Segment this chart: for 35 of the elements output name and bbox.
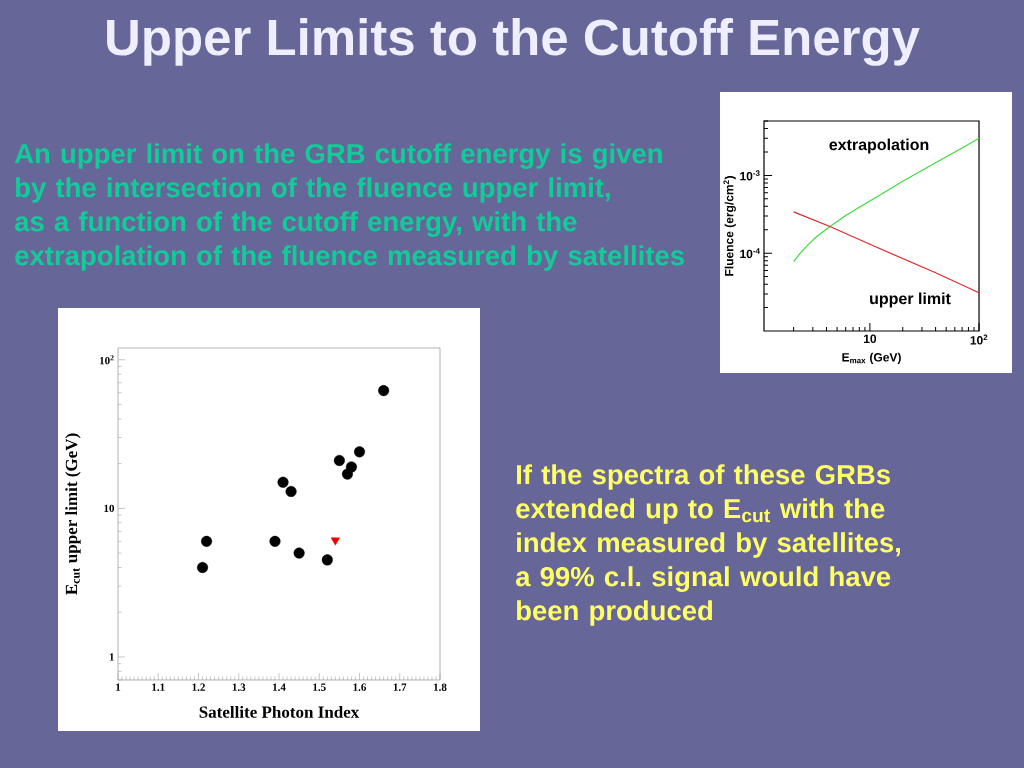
x-tick-label: 1.3 — [232, 683, 246, 691]
x-tick-label: 1.2 — [192, 683, 205, 691]
x-tick-label: 1.7 — [393, 683, 407, 691]
y-tick-label: 10$^{-3}$ — [740, 170, 760, 181]
point — [354, 446, 365, 458]
point — [201, 535, 213, 547]
y-tick-label: 10$^{2}$ — [100, 355, 114, 365]
point — [345, 461, 357, 473]
text: Upper Limits to the Cutoff Energy — [107, 18, 920, 66]
point — [285, 485, 297, 497]
point — [333, 454, 345, 466]
y-tick-label: 10$^{-4}$ — [740, 248, 760, 259]
x-axis-title: Satellite Photon Index — [199, 705, 360, 718]
point — [269, 535, 281, 547]
point — [321, 554, 333, 566]
y-axis-title: Fluence (erg/cm$^{2}$) — [723, 176, 736, 276]
point — [277, 476, 289, 488]
x-axis-title: E$_{max}$ (GeV) — [842, 352, 901, 364]
series-label: extrapolation — [829, 138, 929, 154]
y-tick-label: 1 — [109, 653, 114, 661]
text: If the spectra of these GRBs extended up to E$_{cut}$ with the index measured by satellites, a 99% c.l. signal would have been produced — [516, 464, 901, 626]
x-tick-label: 1.1 — [152, 683, 165, 691]
point — [330, 537, 340, 546]
x-tick-label: 1.6 — [353, 683, 367, 691]
point — [378, 385, 390, 397]
text: An upper limit on the GRB cutoff energy is given by the intersection of the fluence upper limit, as a function of the cutoff energy, with the extrapolation of the fluence measured by satellites — [14, 143, 684, 271]
x-tick-label: 1.8 — [434, 683, 447, 692]
series-label: upper limit — [870, 292, 951, 308]
point — [293, 547, 305, 559]
x-tick-label: 1 — [116, 683, 121, 691]
y-axis-title: E$_{cut}$ upper limit (GeV) — [65, 433, 81, 595]
x-tick-label: 1.4 — [273, 683, 286, 691]
x-tick-label: 1.5 — [313, 683, 326, 691]
y-tick-label: 10 — [104, 504, 115, 513]
point — [197, 562, 209, 573]
